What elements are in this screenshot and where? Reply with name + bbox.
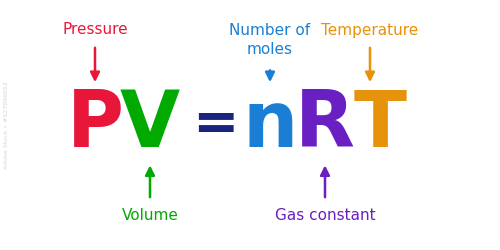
Text: n: n [242,87,298,163]
Text: V: V [120,87,180,163]
Text: R: R [295,87,355,163]
Text: Adobe Stock • #527896652: Adobe Stock • #527896652 [4,81,9,169]
Text: T: T [354,87,406,163]
Text: Temperature: Temperature [322,22,418,38]
Text: Volume: Volume [122,208,178,222]
Text: Pressure: Pressure [62,22,128,38]
Text: Number of
moles: Number of moles [230,23,310,57]
Text: Gas constant: Gas constant [274,208,376,222]
Text: =: = [192,98,238,152]
Text: P: P [66,87,124,163]
